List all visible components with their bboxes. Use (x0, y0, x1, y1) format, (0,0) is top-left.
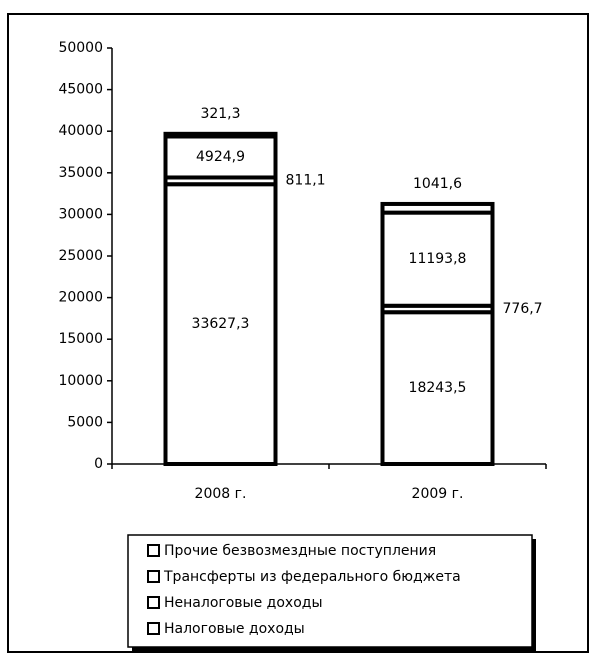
bar-segment (380, 201, 495, 215)
legend (127, 534, 533, 648)
legend-label: Налоговые доходы (164, 621, 305, 637)
y-tick-label: 0 (94, 456, 103, 472)
bar-segment (380, 310, 495, 466)
value-label: 776,7 (503, 301, 543, 317)
y-tick-label: 5000 (67, 414, 103, 430)
y-tick-label: 15000 (58, 331, 103, 347)
value-label: 321,3 (200, 106, 240, 122)
x-tick-label: 2009 г. (412, 486, 464, 502)
bar-segment (380, 210, 495, 308)
legend-label: Неналоговые доходы (164, 595, 323, 611)
y-tick-label: 50000 (58, 40, 103, 56)
y-tick-label: 25000 (58, 248, 103, 264)
legend-swatch (147, 570, 160, 583)
value-label: 811,1 (286, 172, 326, 188)
y-tick-label: 30000 (58, 206, 103, 222)
y-tick-label: 40000 (58, 123, 103, 139)
value-label: 1041,6 (413, 176, 462, 192)
legend-label: Трансферты из федерального бюджета (163, 569, 461, 585)
y-tick-label: 45000 (58, 82, 103, 98)
legend-label: Прочие безвозмездные поступления (164, 543, 436, 559)
legend-swatch (147, 596, 160, 609)
value-label: 4924,9 (196, 149, 245, 165)
y-tick-label: 20000 (58, 290, 103, 306)
value-label: 33627,3 (192, 316, 250, 332)
legend-swatch (147, 544, 160, 557)
y-tick-label: 35000 (58, 165, 103, 181)
y-tick-label: 10000 (58, 373, 103, 389)
value-label: 18243,5 (409, 380, 467, 396)
legend-swatch (147, 622, 160, 635)
x-tick-label: 2008 г. (195, 486, 247, 502)
bar-segment (163, 131, 278, 139)
value-label: 11193,8 (409, 251, 467, 267)
